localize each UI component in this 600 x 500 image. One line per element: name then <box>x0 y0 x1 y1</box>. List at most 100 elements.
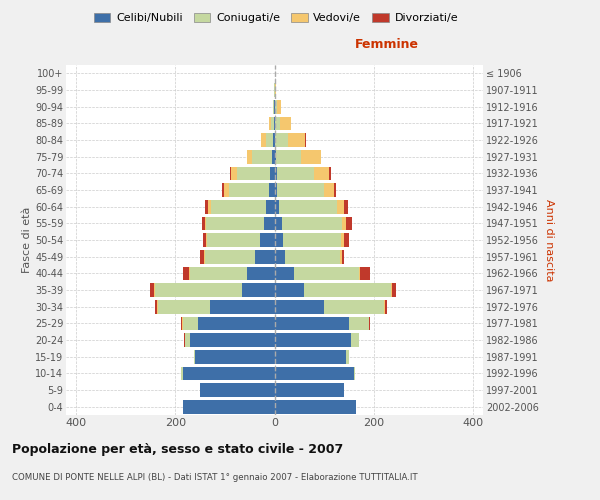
Bar <box>182 400 275 413</box>
Bar <box>324 300 384 314</box>
Bar <box>181 366 182 380</box>
Bar <box>200 383 275 397</box>
Bar <box>275 266 295 280</box>
Bar <box>203 233 206 247</box>
Bar <box>275 200 280 213</box>
Bar <box>341 233 344 247</box>
Bar <box>205 250 254 264</box>
Bar <box>346 216 352 230</box>
Bar <box>224 183 229 197</box>
Bar <box>342 250 344 264</box>
Bar <box>385 300 387 314</box>
Bar <box>304 283 391 297</box>
Bar <box>275 350 346 364</box>
Bar <box>266 200 275 213</box>
Bar <box>324 183 334 197</box>
Bar <box>275 300 324 314</box>
Bar <box>269 116 271 130</box>
Bar <box>197 316 275 330</box>
Bar <box>210 300 275 314</box>
Bar <box>275 333 352 347</box>
Bar <box>275 133 288 147</box>
Bar <box>275 100 277 114</box>
Bar <box>182 316 197 330</box>
Bar <box>205 200 208 213</box>
Bar <box>275 400 356 413</box>
Bar <box>361 266 370 280</box>
Bar <box>344 233 349 247</box>
Bar <box>329 166 331 180</box>
Bar <box>275 150 276 164</box>
Text: COMUNE DI PONTE NELLE ALPI (BL) - Dati ISTAT 1° gennaio 2007 - Elaborazione TUTT: COMUNE DI PONTE NELLE ALPI (BL) - Dati I… <box>12 472 418 482</box>
Bar <box>195 350 275 364</box>
Bar <box>189 266 190 280</box>
Text: Popolazione per età, sesso e stato civile - 2007: Popolazione per età, sesso e stato civil… <box>12 442 343 456</box>
Bar <box>275 366 354 380</box>
Bar <box>392 283 396 297</box>
Bar <box>254 250 275 264</box>
Bar <box>266 133 273 147</box>
Bar <box>183 266 189 280</box>
Bar <box>337 200 344 213</box>
Bar <box>349 316 369 330</box>
Bar <box>190 266 247 280</box>
Bar <box>275 166 277 180</box>
Bar <box>269 166 275 180</box>
Bar <box>277 183 324 197</box>
Bar <box>158 300 210 314</box>
Bar <box>274 116 275 130</box>
Bar <box>282 216 341 230</box>
Bar <box>305 133 306 147</box>
Bar <box>340 250 342 264</box>
Y-axis label: Fasce di età: Fasce di età <box>22 207 32 273</box>
Bar <box>247 266 275 280</box>
Bar <box>277 166 314 180</box>
Bar <box>344 200 348 213</box>
Bar <box>276 150 301 164</box>
Bar <box>242 283 275 297</box>
Bar <box>277 100 281 114</box>
Bar <box>391 283 392 297</box>
Bar <box>359 266 361 280</box>
Bar <box>151 283 154 297</box>
Bar <box>280 116 292 130</box>
Bar <box>273 133 275 147</box>
Bar <box>275 183 277 197</box>
Bar <box>194 350 195 364</box>
Text: Femmine: Femmine <box>355 38 419 51</box>
Bar <box>200 250 204 264</box>
Bar <box>206 233 208 247</box>
Bar <box>334 183 335 197</box>
Bar <box>211 200 266 213</box>
Bar <box>155 300 157 314</box>
Bar <box>341 216 346 230</box>
Bar <box>229 183 269 197</box>
Bar <box>346 350 349 364</box>
Bar <box>157 300 158 314</box>
Bar <box>260 133 266 147</box>
Bar <box>272 150 275 164</box>
Bar <box>314 166 329 180</box>
Bar <box>185 333 190 347</box>
Bar <box>252 150 272 164</box>
Bar <box>269 183 275 197</box>
Bar <box>288 133 305 147</box>
Bar <box>286 250 340 264</box>
Bar <box>354 366 355 380</box>
Bar <box>275 116 280 130</box>
Bar <box>205 216 206 230</box>
Bar <box>295 266 359 280</box>
Bar <box>263 216 275 230</box>
Bar <box>206 216 263 230</box>
Bar <box>275 233 283 247</box>
Bar <box>271 116 274 130</box>
Bar <box>208 233 260 247</box>
Legend: Celibi/Nubili, Coniugati/e, Vedovi/e, Divorziati/e: Celibi/Nubili, Coniugati/e, Vedovi/e, Di… <box>89 8 463 28</box>
Bar <box>283 233 341 247</box>
Bar <box>202 216 205 230</box>
Bar <box>230 166 232 180</box>
Bar <box>223 183 224 197</box>
Bar <box>352 333 359 347</box>
Bar <box>190 333 275 347</box>
Bar <box>237 166 269 180</box>
